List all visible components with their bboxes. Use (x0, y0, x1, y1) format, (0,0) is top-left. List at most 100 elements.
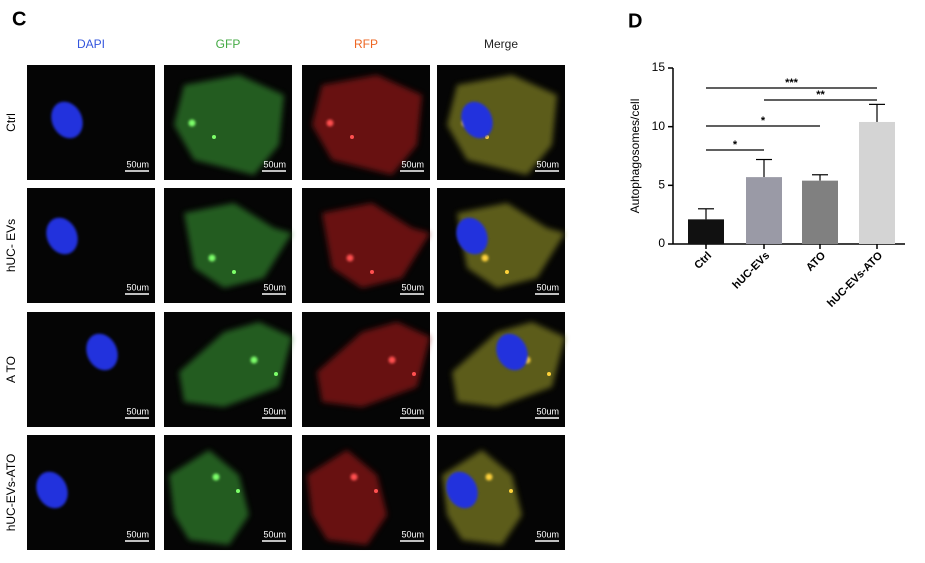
vesicle (485, 473, 493, 481)
panel-label: C (12, 8, 26, 30)
scale-bar-label: 50um (401, 406, 424, 416)
y-axis-label: Autophagosomes/cell (628, 99, 642, 214)
vesicle (505, 270, 509, 274)
micrograph: 50um (27, 312, 155, 427)
micrograph: 50um (27, 435, 155, 550)
vesicle (208, 254, 216, 262)
micrograph-bg (27, 312, 155, 427)
scale-bar-label: 50um (401, 529, 424, 539)
scale-bar-label: 50um (536, 159, 559, 169)
scale-bar-label: 50um (536, 529, 559, 539)
nucleus (46, 217, 78, 255)
y-tick-label: 10 (652, 119, 666, 133)
vesicle (388, 356, 396, 364)
scale-bar-label: 50um (126, 282, 149, 292)
micrograph-bg (27, 188, 155, 303)
cell-body (322, 203, 430, 288)
cell-body (169, 450, 249, 545)
scale-bar-label: 50um (536, 282, 559, 292)
micrograph: 50um (27, 65, 155, 180)
significance-label: ** (816, 89, 825, 101)
bar (859, 121, 895, 244)
scale-bar-label: 50um (401, 282, 424, 292)
column-header: DAPI (77, 37, 105, 51)
scale-bar-label: 50um (263, 159, 286, 169)
y-tick-label: 0 (658, 236, 665, 250)
panel-label: D (628, 10, 642, 32)
micrograph: 50um (164, 188, 292, 303)
nucleus (461, 101, 493, 139)
vesicle (412, 372, 416, 376)
scale-bar-label: 50um (263, 529, 286, 539)
micrograph: 50um (302, 188, 430, 303)
row-label: Ctrl (4, 113, 18, 132)
micrograph: 50um (437, 312, 565, 427)
x-tick-label: Ctrl (692, 250, 714, 272)
micrograph: 50um (164, 312, 292, 427)
y-tick-label: 15 (652, 60, 666, 74)
vesicle (326, 119, 334, 127)
micrograph: 50um (164, 65, 292, 180)
micrograph: 50um (437, 188, 565, 303)
scale-bar-label: 50um (263, 282, 286, 292)
vesicle (350, 473, 358, 481)
micrograph: 50um (437, 435, 565, 550)
x-tick-label: ATO (804, 249, 828, 273)
micrograph: 50um (302, 435, 430, 550)
micrograph-bg (27, 65, 155, 180)
vesicle (481, 254, 489, 262)
cell-body (184, 203, 292, 288)
bar (688, 219, 724, 244)
scale-bar-label: 50um (126, 406, 149, 416)
nucleus (496, 333, 528, 371)
micrograph: 50um (302, 65, 430, 180)
vesicle (274, 372, 278, 376)
cell-body (307, 450, 387, 545)
nucleus (456, 217, 488, 255)
nucleus (36, 471, 68, 509)
micrograph: 50um (437, 65, 565, 180)
nucleus (86, 333, 118, 371)
cell-body (179, 322, 292, 407)
vesicle (370, 270, 374, 274)
vesicle (350, 135, 354, 139)
x-tick-label: hUC-EVs (730, 250, 772, 292)
scale-bar-label: 50um (263, 406, 286, 416)
nucleus (51, 101, 83, 139)
x-tick-label: hUC-EVs-ATO (825, 249, 885, 309)
scale-bar-label: 50um (536, 406, 559, 416)
significance-label: * (733, 139, 738, 151)
column-header: GFP (216, 37, 241, 51)
column-header: Merge (484, 37, 518, 51)
significance-label: *** (785, 77, 799, 89)
bar (802, 180, 838, 244)
vesicle (374, 489, 378, 493)
row-label: A TO (4, 356, 18, 383)
cell-body (174, 75, 284, 175)
vesicle (547, 372, 551, 376)
cell-body (312, 75, 422, 175)
vesicle (212, 473, 220, 481)
column-header: RFP (354, 37, 378, 51)
vesicle (346, 254, 354, 262)
scale-bar-label: 50um (401, 159, 424, 169)
bar (746, 177, 782, 244)
row-label: hUC-EVs-ATO (4, 454, 18, 532)
cell-body (457, 203, 565, 288)
vesicle (250, 356, 258, 364)
micrograph: 50um (27, 188, 155, 303)
micrograph: 50um (302, 312, 430, 427)
vesicle (236, 489, 240, 493)
row-label: hUC- EVs (4, 219, 18, 272)
vesicle (212, 135, 216, 139)
cell-body (317, 322, 430, 407)
vesicle (232, 270, 236, 274)
y-tick-label: 5 (658, 178, 665, 192)
cell-body (447, 75, 557, 175)
scale-bar-label: 50um (126, 529, 149, 539)
micrograph: 50um (164, 435, 292, 550)
scale-bar-label: 50um (126, 159, 149, 169)
significance-label: * (761, 115, 766, 127)
vesicle (188, 119, 196, 127)
